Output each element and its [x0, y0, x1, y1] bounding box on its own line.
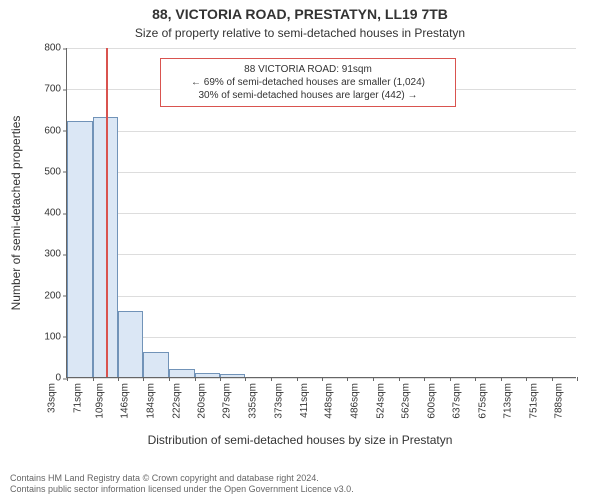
chart-title: 88, VICTORIA ROAD, PRESTATYN, LL19 7TB	[0, 6, 600, 22]
gridline	[67, 172, 576, 173]
footer-line2: Contains public sector information licen…	[10, 484, 354, 496]
y-tick-label: 100	[44, 331, 61, 342]
x-tick-label: 411sqm	[299, 383, 310, 418]
gridline	[67, 337, 576, 338]
y-axis-label: Number of semi-detached properties	[9, 116, 23, 311]
x-tick-label: 146sqm	[120, 383, 131, 419]
x-tick-mark	[399, 377, 400, 381]
x-tick-label: 637sqm	[452, 383, 463, 419]
x-tick-mark	[450, 377, 451, 381]
chart-subtitle: Size of property relative to semi-detach…	[0, 26, 600, 40]
x-tick-mark	[577, 377, 578, 381]
x-tick-label: 71sqm	[72, 383, 83, 413]
x-tick-label: 600sqm	[427, 383, 438, 419]
x-tick-label: 335sqm	[248, 383, 259, 419]
y-tick-label: 0	[55, 373, 61, 384]
x-tick-label: 297sqm	[222, 383, 233, 419]
x-tick-label: 260sqm	[197, 383, 208, 419]
x-tick-mark	[93, 377, 94, 381]
x-tick-label: 713sqm	[503, 383, 514, 419]
x-tick-mark	[118, 377, 119, 381]
histogram-bar	[220, 374, 245, 377]
footer-attribution: Contains HM Land Registry data © Crown c…	[10, 473, 354, 496]
histogram-bar	[118, 311, 143, 377]
x-tick-label: 524sqm	[375, 383, 386, 419]
y-tick-label: 300	[44, 249, 61, 260]
x-axis-label: Distribution of semi-detached houses by …	[0, 433, 600, 447]
y-tick-label: 200	[44, 290, 61, 301]
gridline	[67, 254, 576, 255]
x-tick-mark	[143, 377, 144, 381]
chart-container: 88, VICTORIA ROAD, PRESTATYN, LL19 7TB S…	[0, 0, 600, 500]
annotation-line2: ← 69% of semi-detached houses are smalle…	[169, 76, 447, 89]
x-tick-mark	[322, 377, 323, 381]
y-tick-label: 600	[44, 125, 61, 136]
annotation-line3: 30% of semi-detached houses are larger (…	[169, 89, 447, 102]
x-tick-label: 184sqm	[146, 383, 157, 419]
histogram-bar	[195, 373, 221, 377]
x-tick-mark	[297, 377, 298, 381]
y-tick-label: 500	[44, 166, 61, 177]
histogram-bar	[143, 352, 169, 377]
y-tick-label: 400	[44, 208, 61, 219]
x-tick-label: 562sqm	[401, 383, 412, 419]
x-tick-label: 33sqm	[46, 383, 57, 413]
x-tick-mark	[424, 377, 425, 381]
x-tick-label: 788sqm	[554, 383, 565, 419]
gridline	[67, 131, 576, 132]
x-tick-mark	[220, 377, 221, 381]
x-tick-mark	[169, 377, 170, 381]
histogram-bar	[169, 369, 195, 377]
y-tick-label: 800	[44, 43, 61, 54]
x-tick-mark	[271, 377, 272, 381]
footer-line1: Contains HM Land Registry data © Crown c…	[10, 473, 354, 485]
x-tick-mark	[552, 377, 553, 381]
y-tick-label: 700	[44, 84, 61, 95]
x-tick-mark	[347, 377, 348, 381]
x-tick-mark	[373, 377, 374, 381]
x-tick-mark	[245, 377, 246, 381]
x-tick-mark	[501, 377, 502, 381]
x-tick-mark	[475, 377, 476, 381]
gridline	[67, 48, 576, 49]
x-tick-mark	[526, 377, 527, 381]
gridline	[67, 213, 576, 214]
annotation-line1: 88 VICTORIA ROAD: 91sqm	[169, 63, 447, 76]
x-tick-label: 751sqm	[529, 383, 540, 419]
gridline	[67, 296, 576, 297]
histogram-bar	[67, 121, 93, 377]
x-tick-label: 373sqm	[273, 383, 284, 419]
x-tick-label: 109sqm	[95, 383, 106, 419]
marker-line	[106, 48, 108, 377]
x-tick-label: 222sqm	[171, 383, 182, 419]
x-tick-mark	[195, 377, 196, 381]
x-tick-label: 675sqm	[477, 383, 488, 419]
x-tick-mark	[67, 377, 68, 381]
x-tick-label: 486sqm	[350, 383, 361, 419]
x-tick-label: 448sqm	[324, 383, 335, 419]
annotation-box: 88 VICTORIA ROAD: 91sqm ← 69% of semi-de…	[160, 58, 456, 107]
